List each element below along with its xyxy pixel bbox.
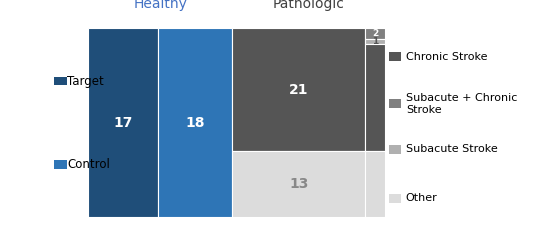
- Bar: [54, 77, 67, 85]
- Bar: [88, 28, 158, 217]
- Text: 2: 2: [372, 29, 378, 38]
- Text: Subacute Stroke: Subacute Stroke: [406, 144, 498, 154]
- Text: Pathologic: Pathologic: [273, 0, 345, 11]
- Bar: [158, 28, 232, 217]
- Bar: [389, 145, 402, 154]
- Text: Other: Other: [406, 193, 438, 203]
- Text: 17: 17: [113, 116, 133, 130]
- Bar: [365, 44, 385, 151]
- Text: 18: 18: [185, 116, 205, 130]
- Bar: [365, 38, 385, 44]
- Text: 1: 1: [372, 37, 378, 46]
- Bar: [365, 151, 385, 217]
- Bar: [389, 99, 402, 108]
- Bar: [233, 28, 365, 151]
- Bar: [54, 160, 67, 169]
- Text: 21: 21: [289, 83, 309, 97]
- Bar: [389, 194, 402, 203]
- Bar: [389, 52, 402, 61]
- Text: Control: Control: [67, 158, 110, 171]
- Text: Chronic Stroke: Chronic Stroke: [406, 52, 487, 62]
- Bar: [365, 28, 385, 38]
- Text: Healthy: Healthy: [133, 0, 187, 11]
- Text: Subacute + Chronic
Stroke: Subacute + Chronic Stroke: [406, 93, 517, 115]
- Text: Target: Target: [67, 75, 104, 88]
- Bar: [233, 151, 365, 217]
- Text: 13: 13: [289, 177, 309, 191]
